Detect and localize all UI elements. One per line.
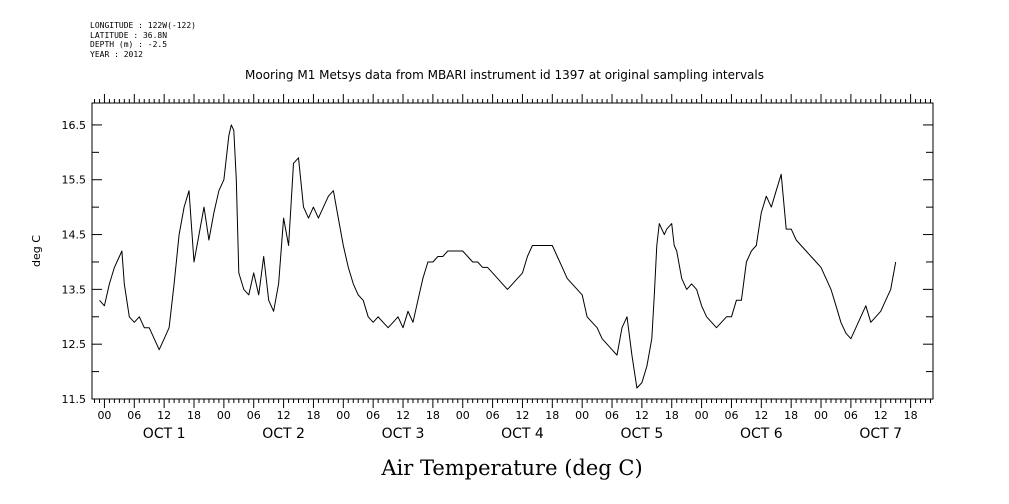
x-tick-label: 00	[217, 409, 231, 422]
x-tick-label: 00	[336, 409, 350, 422]
x-tick-label: 06	[724, 409, 738, 422]
day-label: OCT 6	[740, 426, 783, 442]
x-tick-label: 18	[784, 409, 798, 422]
x-tick-label: 06	[247, 409, 261, 422]
day-label: OCT 5	[621, 426, 664, 442]
x-tick-label: 00	[814, 409, 828, 422]
day-label: OCT 7	[859, 426, 902, 442]
plot-frame	[91, 102, 934, 400]
x-tick-label: 12	[754, 409, 768, 422]
temperature-series-line	[99, 124, 897, 389]
y-tick-label: 12.5	[62, 338, 87, 351]
y-tick-label: 11.5	[62, 393, 87, 406]
x-axis-label: Air Temperature (deg C)	[380, 456, 642, 480]
meta-depth: DEPTH (m) : -2.5	[90, 40, 168, 49]
x-tick-label: 18	[426, 409, 440, 422]
x-tick-label: 06	[486, 409, 500, 422]
x-tick-label: 06	[844, 409, 858, 422]
x-tick-label: 12	[157, 409, 171, 422]
x-tick-label: 06	[127, 409, 141, 422]
day-label: OCT 4	[501, 426, 544, 442]
y-tick-label: 15.5	[62, 174, 87, 187]
x-tick-label: 00	[456, 409, 470, 422]
y-tick-label: 16.5	[62, 119, 87, 132]
x-tick-label: 12	[874, 409, 888, 422]
x-tick-label: 06	[605, 409, 619, 422]
day-label: OCT 1	[143, 426, 186, 442]
chart-title: Mooring M1 Metsys data from MBARI instru…	[245, 68, 764, 82]
meta-year: YEAR : 2012	[90, 49, 143, 59]
x-tick-label: 00	[695, 409, 709, 422]
x-tick-label: 00	[97, 409, 111, 422]
y-tick-label: 13.5	[62, 283, 87, 296]
metadata-block: LONGITUDE : 122W(-122) LATITUDE : 36.8N …	[90, 21, 196, 59]
day-label: OCT 2	[262, 426, 305, 442]
x-tick-label: 12	[277, 409, 291, 422]
x-tick-label: 18	[187, 409, 201, 422]
x-tick-label: 18	[306, 409, 320, 422]
y-tick-label: 14.5	[62, 229, 87, 242]
y-axis-label: deg C	[30, 235, 43, 267]
x-tick-label: 18	[904, 409, 918, 422]
x-tick-label: 00	[575, 409, 589, 422]
x-tick-label: 12	[396, 409, 410, 422]
x-tick-label: 18	[665, 409, 679, 422]
meta-latitude: LATITUDE : 36.8N	[90, 30, 168, 40]
meta-longitude: LONGITUDE : 122W(-122)	[90, 21, 196, 30]
x-tick-label: 12	[635, 409, 649, 422]
x-tick-label: 18	[545, 409, 559, 422]
x-tick-label: 12	[515, 409, 529, 422]
x-tick-label: 06	[366, 409, 380, 422]
day-label: OCT 3	[382, 426, 425, 442]
